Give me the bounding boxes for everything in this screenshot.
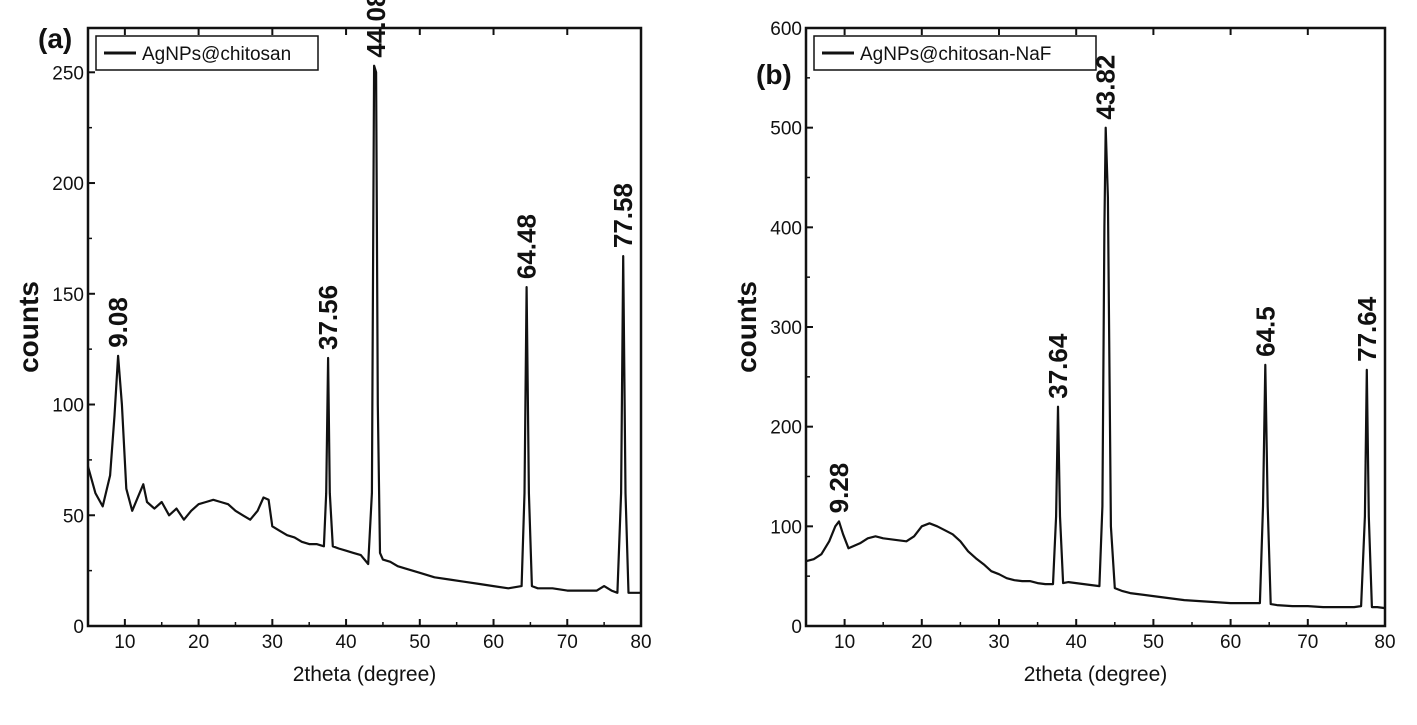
x-tick-label: 30 <box>262 632 283 653</box>
x-tick-label: 30 <box>988 632 1009 653</box>
peak-label: 77.58 <box>608 183 638 248</box>
y-tick-label: 250 <box>52 63 84 84</box>
series-line-0 <box>86 64 641 594</box>
x-tick-label: 50 <box>1143 632 1164 653</box>
x-tick-label: 40 <box>335 632 356 653</box>
panel-tag: (b) <box>756 59 792 90</box>
peak-label: 44.08 <box>361 0 391 58</box>
x-tick-label: 50 <box>409 632 430 653</box>
panel-a-chart: 10 20 30 40 50 60 70 80 0 50 100 150 200 250 9.08 37.56… <box>13 0 652 686</box>
y-tick-label: 0 <box>73 617 84 638</box>
peak-label: 64.5 <box>1250 306 1280 357</box>
y-tick-label: 150 <box>52 285 84 306</box>
x-tick-label: 60 <box>483 632 504 653</box>
series-line-0 <box>805 126 1386 610</box>
y-tick-label: 400 <box>770 218 802 239</box>
y-tick-label: 200 <box>52 174 84 195</box>
y-axis-label: counts <box>731 281 762 373</box>
peak-label: 64.48 <box>512 214 542 279</box>
x-axis-label: 2theta (degree) <box>293 663 437 686</box>
peak-label: 77.64 <box>1352 296 1382 362</box>
peak-label: 9.08 <box>103 297 133 348</box>
panel-b-chart: 10 20 30 40 50 60 70 80 0 100 200 300 400 500 600 9.28 3… <box>731 19 1396 686</box>
legend-box <box>813 35 1097 71</box>
x-axis-label: 2theta (degree) <box>1024 663 1168 686</box>
x-tick-label: 80 <box>630 632 651 653</box>
y-axis-label: counts <box>13 281 44 373</box>
panel-tag: (a) <box>38 23 72 54</box>
plot-frame <box>86 26 643 628</box>
y-tick-label: 300 <box>770 318 802 339</box>
legend-entry: AgNPs@chitosan <box>142 44 291 65</box>
y-tick-label: 100 <box>52 396 84 417</box>
x-tick-label: 10 <box>834 632 855 653</box>
x-tick-label: 10 <box>114 632 135 653</box>
x-tick-label: 60 <box>1220 632 1241 653</box>
y-tick-label: 500 <box>770 119 802 140</box>
x-tick-label: 20 <box>911 632 932 653</box>
x-tick-label: 80 <box>1374 632 1395 653</box>
y-tick-label: 200 <box>770 418 802 439</box>
y-tick-label: 0 <box>791 617 802 638</box>
x-tick-label: 70 <box>1297 632 1318 653</box>
y-tick-label: 100 <box>770 517 802 538</box>
peak-label: 9.28 <box>824 463 854 514</box>
y-tick-label: 600 <box>770 19 802 40</box>
x-tick-label: 20 <box>188 632 209 653</box>
x-tick-label: 70 <box>557 632 578 653</box>
x-tick-label: 40 <box>1066 632 1087 653</box>
y-tick-label: 50 <box>63 506 84 527</box>
peak-label: 37.64 <box>1043 333 1073 399</box>
legend-entry: AgNPs@chitosan-NaF <box>860 44 1051 65</box>
peak-label: 37.56 <box>313 285 343 350</box>
